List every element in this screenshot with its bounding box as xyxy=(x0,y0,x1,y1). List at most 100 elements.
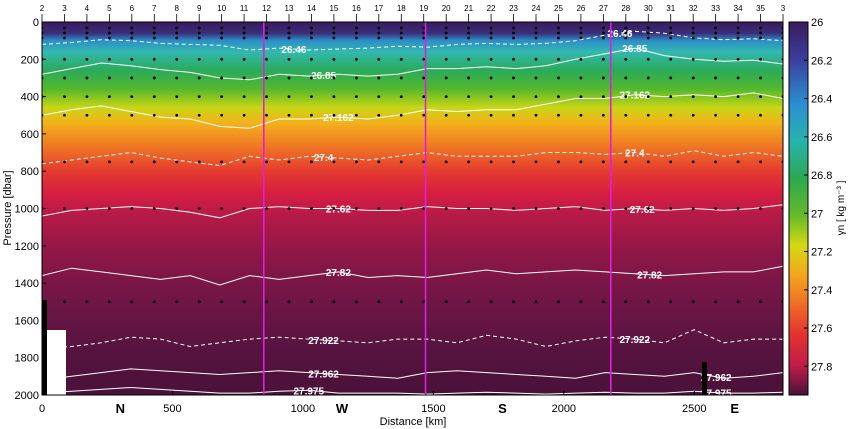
sample-dot xyxy=(130,57,134,61)
sample-dot xyxy=(377,300,381,304)
sample-dot xyxy=(354,207,358,210)
sample-dot xyxy=(422,57,426,61)
sample-dot xyxy=(691,26,695,30)
sample-dot xyxy=(646,57,650,61)
station-labels: 2 3 4 5 6 7 8 9 10 11 12 13 14 15 16 17 18 19 20 21 22 23 24 25… xyxy=(40,4,786,22)
section-label: N xyxy=(116,401,125,416)
sample-dot xyxy=(601,300,605,304)
station-label: 24 xyxy=(532,4,541,13)
x-tick-label: 1500 xyxy=(421,403,445,415)
sample-dot xyxy=(287,76,291,80)
sample-dot xyxy=(265,36,268,40)
sample-dot xyxy=(714,95,718,98)
colorbar-tick-label: 27.8 xyxy=(811,361,832,373)
section-label: S xyxy=(498,401,507,416)
sample-dot xyxy=(197,76,201,80)
x-tick-label: 2500 xyxy=(682,403,706,415)
sample-dot xyxy=(130,207,134,210)
sample-dot xyxy=(399,300,403,304)
isopycnal-label: 27.4 xyxy=(625,149,645,160)
sample-dot xyxy=(467,113,471,117)
sample-dot xyxy=(130,95,134,98)
sample-dot xyxy=(220,36,224,40)
sample-dot xyxy=(579,26,583,30)
sample-dot xyxy=(242,207,246,210)
station-label: 30 xyxy=(644,4,653,13)
sample-dot xyxy=(489,57,493,61)
sample-dot xyxy=(714,160,718,164)
sample-dot xyxy=(714,300,718,304)
sample-dot xyxy=(175,207,179,210)
y-tick-label: 600 xyxy=(21,129,39,141)
colorbar-tick-label: 27.4 xyxy=(811,285,832,297)
sample-dot xyxy=(354,76,358,80)
sample-dot xyxy=(399,113,403,117)
station-label: 9 xyxy=(197,4,202,13)
sample-dot xyxy=(624,207,628,210)
sample-dot xyxy=(512,95,515,98)
sample-dot xyxy=(63,76,66,80)
sample-dot xyxy=(579,113,583,117)
station-label: 33 xyxy=(711,4,720,13)
sample-dot xyxy=(557,207,560,210)
sample-dot xyxy=(197,36,201,40)
y-axis: 0 200 400 600 800 1000 1200 1400 1600 1800 2000 xyxy=(15,17,46,402)
sample-dots xyxy=(42,26,783,304)
sample-dot xyxy=(332,31,336,35)
station-label: 26 xyxy=(576,4,585,13)
sample-dot xyxy=(354,26,358,30)
sample-dot xyxy=(175,113,179,117)
isopycnal-label: 27.82 xyxy=(637,271,662,282)
sample-dot xyxy=(107,95,111,98)
sample-dot xyxy=(175,26,179,30)
sample-dot xyxy=(624,76,628,80)
sample-dot xyxy=(691,160,695,164)
sample-dot xyxy=(287,300,291,304)
sample-dot xyxy=(130,113,134,117)
sample-dot xyxy=(399,95,403,98)
colorbar-tick-label: 27 xyxy=(811,208,823,220)
y-tick-label: 1600 xyxy=(15,315,39,327)
sample-dot xyxy=(624,300,628,304)
sample-dot xyxy=(85,95,89,98)
sample-dot xyxy=(422,95,426,98)
station-label: 3 xyxy=(781,4,786,13)
section-label: W xyxy=(336,401,349,416)
sample-dot xyxy=(332,95,336,98)
sample-dot xyxy=(175,36,179,40)
sample-dot xyxy=(646,76,650,80)
sample-dot xyxy=(444,95,448,98)
bathymetry-right xyxy=(702,362,707,395)
y-tick-label: 1000 xyxy=(15,204,39,216)
sample-dot xyxy=(624,26,628,30)
sample-dot xyxy=(444,26,448,30)
sample-dot xyxy=(130,300,134,304)
sample-dot xyxy=(691,76,695,80)
sample-dot xyxy=(152,300,156,304)
station-label: 21 xyxy=(464,4,473,13)
sample-dot xyxy=(422,36,426,40)
sample-dot xyxy=(444,300,448,304)
sample-dot xyxy=(354,160,358,164)
sample-dot xyxy=(152,31,156,35)
sample-dot xyxy=(714,36,718,40)
sample-dot xyxy=(130,76,134,80)
sample-dot xyxy=(422,207,426,210)
sample-dot xyxy=(310,26,313,30)
isopycnal-label: 26.85 xyxy=(622,44,647,55)
sample-dot xyxy=(534,160,538,164)
sample-dot xyxy=(332,207,336,210)
station-label: 8 xyxy=(175,4,180,13)
sample-dot xyxy=(197,160,201,164)
sample-dot xyxy=(646,160,650,164)
sample-dot xyxy=(422,26,426,30)
sample-dot xyxy=(512,36,515,40)
sample-dot xyxy=(242,57,246,61)
sample-dot xyxy=(242,31,246,35)
sample-dot xyxy=(220,113,224,117)
station-label: 7 xyxy=(152,4,157,13)
sample-dot xyxy=(601,113,605,117)
sample-dot xyxy=(534,76,538,80)
sample-dot xyxy=(152,160,156,164)
station-label: 4 xyxy=(85,4,90,13)
